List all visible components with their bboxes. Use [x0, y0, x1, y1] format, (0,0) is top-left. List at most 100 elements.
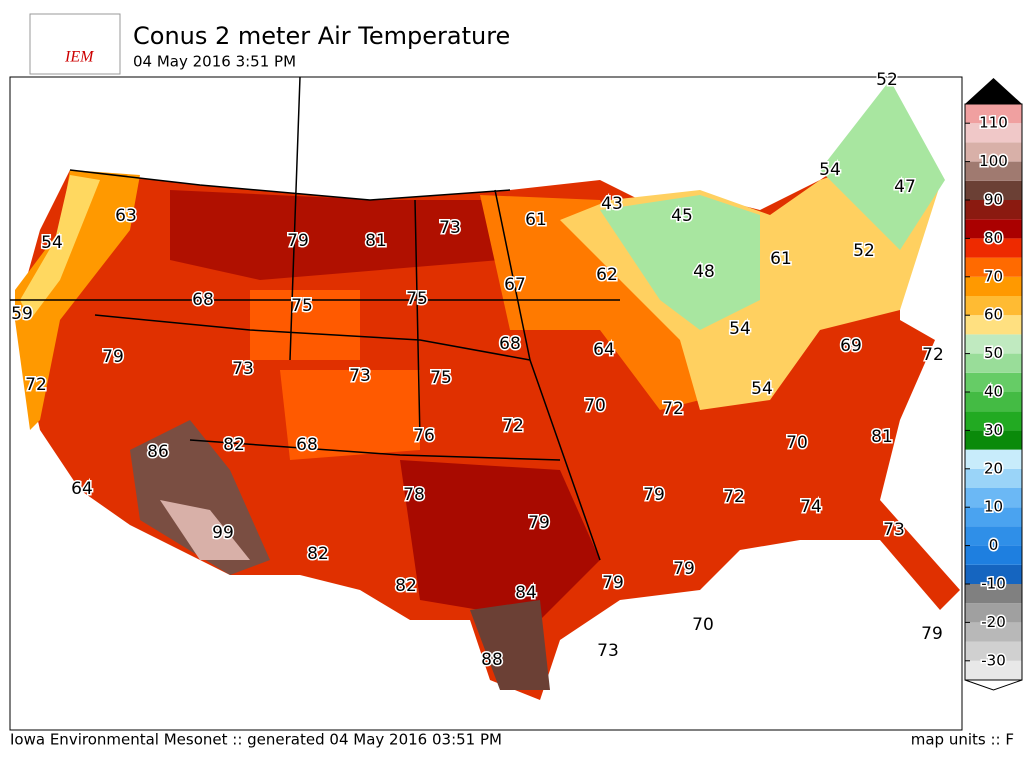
station-value: 79: [921, 624, 943, 644]
station-value: 79: [673, 559, 695, 579]
color-band: [965, 411, 1022, 431]
colorbar-tick-label: -10: [981, 575, 1006, 593]
colorbar-tick-label: -20: [981, 613, 1006, 631]
color-band: [965, 545, 1022, 565]
logo-box: [29, 13, 121, 75]
color-band: [965, 104, 1022, 124]
station-value: 73: [439, 218, 461, 238]
colorbar-tick-label: 70: [984, 267, 1003, 285]
color-band: [965, 564, 1022, 584]
station-value: 74: [800, 497, 822, 517]
station-value: 75: [430, 368, 452, 388]
color-band: [965, 430, 1022, 450]
color-band: [965, 584, 1022, 604]
logo-text: IEM: [64, 49, 95, 66]
station-value: 59: [11, 304, 33, 324]
colorbar-tick-label: -30: [981, 651, 1006, 669]
color-band: [965, 257, 1022, 277]
station-value: 70: [692, 615, 714, 635]
station-value: 70: [786, 433, 808, 453]
station-value: 45: [671, 206, 693, 226]
title: Conus 2 meter Air Temperature: [133, 22, 510, 50]
station-value: 47: [894, 177, 916, 197]
station-value: 75: [291, 296, 313, 316]
colorbar-tick-label: 80: [984, 229, 1003, 247]
station-value: 86: [147, 442, 169, 462]
station-value: 48: [693, 262, 715, 282]
station-value: 68: [296, 435, 318, 455]
colorbar-tick-label: 10: [984, 498, 1003, 516]
station-value: 79: [102, 347, 124, 367]
color-band: [965, 449, 1022, 469]
station-value: 73: [232, 359, 254, 379]
color-band: [965, 142, 1022, 162]
color-band: [965, 161, 1022, 181]
colorbar-tick-label: 0: [989, 536, 999, 554]
station-value: 54: [41, 233, 63, 253]
colorbar-tick-label: 30: [984, 421, 1003, 439]
color-band: [965, 526, 1022, 546]
color-band: [965, 353, 1022, 373]
color-band: [965, 123, 1022, 143]
station-value: 79: [528, 513, 550, 533]
station-value: 64: [71, 479, 93, 499]
station-value: 72: [723, 487, 745, 507]
station-value: 72: [662, 399, 684, 419]
color-band: [965, 372, 1022, 392]
color-band: [965, 660, 1022, 680]
arrow-top: [965, 78, 1022, 104]
arrow-bottom: [964, 679, 1023, 691]
footer-left: Iowa Environmental Mesonet :: generated …: [10, 731, 502, 749]
colorbar-tick-label: 90: [984, 191, 1003, 209]
colorbar-tick-label: 60: [984, 306, 1003, 324]
station-value: 52: [876, 70, 898, 90]
station-labels: 52 54 47 63 61 43 45 73 54 79 81 52 48 61 62 68 75 75 67 59…: [10, 69, 946, 672]
station-value: 62: [596, 265, 618, 285]
color-band: [965, 507, 1022, 527]
footer-right: map units :: F: [911, 731, 1014, 749]
station-value: 82: [395, 576, 417, 596]
station-value: 54: [819, 160, 841, 180]
station-value: 52: [853, 241, 875, 261]
color-band: [965, 641, 1022, 661]
station-value: 88: [481, 650, 503, 670]
station-value: 67: [504, 275, 526, 295]
station-value: 68: [192, 290, 214, 310]
station-value: 79: [643, 485, 665, 505]
color-band: [965, 180, 1022, 200]
station-value: 54: [751, 379, 773, 399]
station-value: 84: [515, 583, 537, 603]
colorbar: -30 -20 -10 0 10 20 30 40 50 60 70 80 90 100 110: [964, 78, 1023, 691]
station-value: 99: [212, 523, 234, 543]
station-value: 73: [349, 366, 371, 386]
boundaries: [10, 76, 620, 561]
color-band: [965, 468, 1022, 488]
station-value: 68: [499, 334, 521, 354]
colorbar-tick-label: 20: [984, 459, 1003, 477]
color-band: [965, 488, 1022, 508]
color-band: [965, 622, 1022, 642]
color-band: [965, 334, 1022, 354]
station-value: 76: [413, 426, 435, 446]
station-value: 70: [584, 396, 606, 416]
station-value: 79: [602, 573, 624, 593]
station-value: 81: [871, 427, 893, 447]
color-band: [965, 392, 1022, 412]
temperature-fill: [15, 80, 960, 700]
station-value: 63: [115, 206, 137, 226]
station-value: 72: [922, 345, 944, 365]
color-band: [965, 238, 1022, 258]
color-band: [965, 315, 1022, 335]
station-value: 73: [597, 641, 619, 661]
station-value: 73: [883, 520, 905, 540]
subtitle: 04 May 2016 3:51 PM: [133, 53, 296, 71]
station-value: 78: [403, 485, 425, 505]
station-value: 75: [406, 289, 428, 309]
station-value: 61: [525, 210, 547, 230]
station-value: 81: [365, 231, 387, 251]
station-value: 69: [840, 336, 862, 356]
station-value: 79: [287, 231, 309, 251]
station-value: 82: [307, 544, 329, 564]
